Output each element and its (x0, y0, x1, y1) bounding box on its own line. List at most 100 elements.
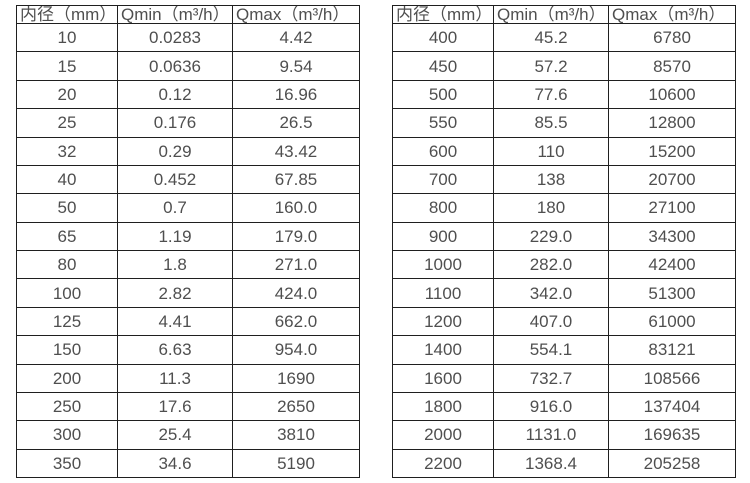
table-cell: 26.5 (232, 108, 360, 138)
table-row: 1800 916.0 137404 (392, 391, 736, 422)
table-cell: 1000 (392, 249, 494, 280)
table-row: 1100 342.0 51300 (392, 278, 736, 308)
table-cell: 61000 (608, 306, 736, 337)
table-cell: 25 (16, 108, 118, 138)
table-cell: 16.96 (232, 79, 360, 110)
table-cell: 125 (16, 306, 118, 337)
table-cell: 916.0 (493, 391, 609, 422)
column-header: 内径（mm） (392, 5, 494, 24)
table-row: 25 0.176 26.5 (16, 108, 360, 138)
table-row: 300 25.4 3810 (16, 420, 360, 450)
table-row: 250 17.6 2650 (16, 391, 360, 422)
table-row: 2000 1131.0 169635 (392, 420, 736, 450)
table-row: 150 6.63 954.0 (16, 335, 360, 365)
table-cell: 424.0 (232, 278, 360, 308)
table-row: 1600 732.7 108566 (392, 363, 736, 393)
table-cell: 20700 (608, 164, 736, 195)
table-cell: 500 (392, 79, 494, 110)
table-cell: 34.6 (117, 448, 233, 479)
table-cell: 10 (16, 22, 118, 53)
table-cell: 800 (392, 193, 494, 223)
table-cell: 205258 (608, 448, 736, 479)
table-row: 80 1.8 271.0 (16, 249, 360, 280)
table-cell: 34300 (608, 221, 736, 252)
table-row: 50 0.7 160.0 (16, 193, 360, 223)
table-row: 800 180 27100 (392, 193, 736, 223)
table-row: 550 85.5 12800 (392, 108, 736, 138)
table-cell: 80 (16, 249, 118, 280)
table-cell: 407.0 (493, 306, 609, 337)
table-cell: 43.42 (232, 136, 360, 166)
table-row: 100 2.82 424.0 (16, 278, 360, 308)
header-row: 内径（mm） Qmin（m³/h） Qmax（m³/h） (16, 5, 360, 24)
table-cell: 0.176 (117, 108, 233, 138)
table-cell: 10600 (608, 79, 736, 110)
table-cell: 27100 (608, 193, 736, 223)
table-row: 65 1.19 179.0 (16, 221, 360, 252)
table-cell: 77.6 (493, 79, 609, 110)
table-cell: 83121 (608, 335, 736, 365)
table-row: 10 0.0283 4.42 (16, 22, 360, 53)
table-cell: 229.0 (493, 221, 609, 252)
table-cell: 9.54 (232, 51, 360, 81)
table-cell: 1600 (392, 363, 494, 393)
table-cell: 0.12 (117, 79, 233, 110)
table-cell: 5190 (232, 448, 360, 479)
table-cell: 160.0 (232, 193, 360, 223)
table-cell: 3810 (232, 420, 360, 450)
table-cell: 732.7 (493, 363, 609, 393)
column-header: Qmin（m³/h） (117, 5, 233, 24)
table-cell: 179.0 (232, 221, 360, 252)
table-cell: 108566 (608, 363, 736, 393)
table-row: 700 138 20700 (392, 164, 736, 195)
table-row: 400 45.2 6780 (392, 22, 736, 53)
table-cell: 100 (16, 278, 118, 308)
column-header: 内径（mm） (16, 5, 118, 24)
table-cell: 67.85 (232, 164, 360, 195)
table-cell: 954.0 (232, 335, 360, 365)
table-cell: 2200 (392, 448, 494, 479)
table-cell: 700 (392, 164, 494, 195)
table-row: 40 0.452 67.85 (16, 164, 360, 195)
table-row: 500 77.6 10600 (392, 79, 736, 110)
table-row: 600 110 15200 (392, 136, 736, 166)
table-cell: 45.2 (493, 22, 609, 53)
table-cell: 42400 (608, 249, 736, 280)
table-cell: 600 (392, 136, 494, 166)
table-cell: 51300 (608, 278, 736, 308)
table-cell: 12800 (608, 108, 736, 138)
table-cell: 450 (392, 51, 494, 81)
table-cell: 6.63 (117, 335, 233, 365)
column-header: Qmax（m³/h） (608, 5, 736, 24)
table-cell: 17.6 (117, 391, 233, 422)
flow-spec-table-small-diameters: 内径（mm） Qmin（m³/h） Qmax（m³/h） 10 0.0283 4.42 15… (16, 5, 360, 479)
table-cell: 550 (392, 108, 494, 138)
table-cell: 110 (493, 136, 609, 166)
table-cell: 271.0 (232, 249, 360, 280)
table-cell: 85.5 (493, 108, 609, 138)
table-cell: 1131.0 (493, 420, 609, 450)
table-cell: 6780 (608, 22, 736, 53)
table-cell: 350 (16, 448, 118, 479)
table-row: 1200 407.0 61000 (392, 306, 736, 337)
table-cell: 4.42 (232, 22, 360, 53)
table-cell: 2650 (232, 391, 360, 422)
table-cell: 8570 (608, 51, 736, 81)
table-cell: 1100 (392, 278, 494, 308)
table-row: 20 0.12 16.96 (16, 79, 360, 110)
table-cell: 138 (493, 164, 609, 195)
table-cell: 1400 (392, 335, 494, 365)
table-cell: 1800 (392, 391, 494, 422)
table-cell: 180 (493, 193, 609, 223)
table-cell: 2.82 (117, 278, 233, 308)
table-row: 1400 554.1 83121 (392, 335, 736, 365)
table-cell: 0.0636 (117, 51, 233, 81)
table-cell: 200 (16, 363, 118, 393)
header-row: 内径（mm） Qmin（m³/h） Qmax（m³/h） (392, 5, 736, 24)
table-cell: 65 (16, 221, 118, 252)
table-cell: 250 (16, 391, 118, 422)
table-cell: 15200 (608, 136, 736, 166)
table-cell: 282.0 (493, 249, 609, 280)
table-row: 125 4.41 662.0 (16, 306, 360, 337)
